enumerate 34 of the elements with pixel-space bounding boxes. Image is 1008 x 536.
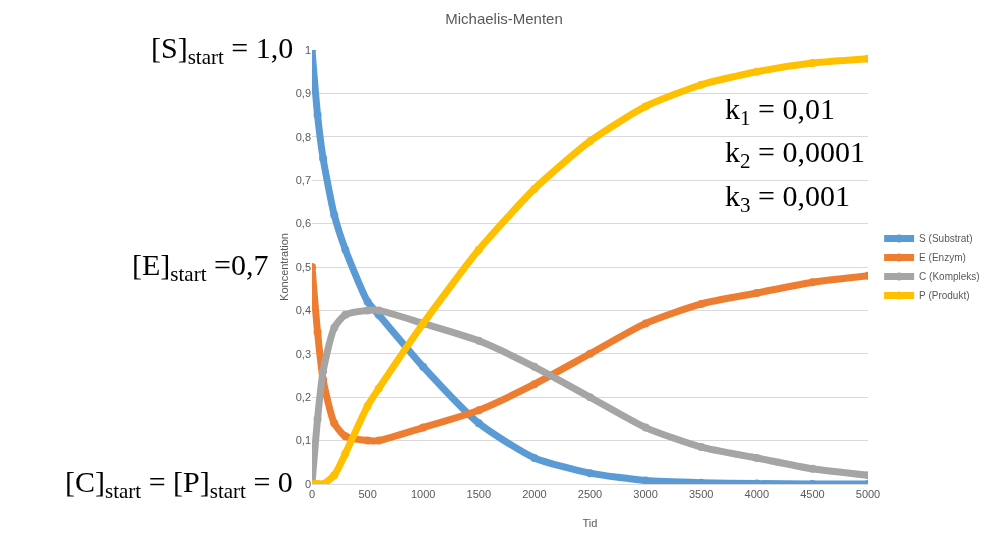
x-tick-label: 4000 — [744, 488, 770, 501]
x-tick-label: 1000 — [410, 488, 436, 501]
y-tick-label: 0,1 — [295, 434, 311, 447]
x-tick-label: 3500 — [688, 488, 714, 501]
x-tick-label: 1500 — [466, 488, 492, 501]
annotation: k$_{1}$ = 0,01 — [725, 92, 835, 131]
legend-label: S (Substrat) — [919, 233, 973, 245]
text: [C]$_{start}$ = [P]$_{start}$ = 0 — [65, 465, 293, 504]
x-tick-label: 2000 — [522, 488, 547, 501]
y-tick-label: 0,4 — [295, 304, 311, 317]
x-tick-label: 3000 — [633, 488, 658, 501]
y-tick-label: 0,3 — [295, 347, 311, 360]
y-tick-label: 0 — [304, 477, 311, 490]
y-tick-label: 0,5 — [295, 260, 311, 273]
text: [E]$_{start}$ =0,7 — [132, 248, 269, 287]
legend-label: E (Enzym) — [919, 252, 966, 264]
legend-label: C (Kompleks) — [919, 271, 980, 283]
y-tick-label: 1 — [304, 43, 311, 56]
chart-title: Michaelis-Menten — [445, 9, 563, 27]
legend-label: P (Produkt) — [919, 290, 970, 302]
y-tick-label: 0,7 — [295, 174, 311, 187]
y-tick-label: 0,8 — [295, 130, 311, 143]
x-tick-label: 4500 — [800, 488, 825, 501]
annotation: k$_{3}$ = 0,001 — [725, 179, 850, 218]
y-tick-label: 0,6 — [295, 217, 311, 230]
annotation: k$_{2}$ = 0,0001 — [725, 135, 865, 174]
y-tick-label: 0,9 — [295, 87, 311, 100]
x-tick-label: 5000 — [855, 488, 881, 501]
x-tick-label: 500 — [358, 488, 377, 501]
text: [S]$_{start}$ = 1,0 — [151, 31, 294, 70]
x-axis-title: Tid — [582, 517, 598, 529]
y-tick-label: 0,2 — [295, 391, 311, 404]
y-axis-title: Koncentration — [278, 233, 291, 301]
x-tick-label: 2500 — [577, 488, 603, 501]
